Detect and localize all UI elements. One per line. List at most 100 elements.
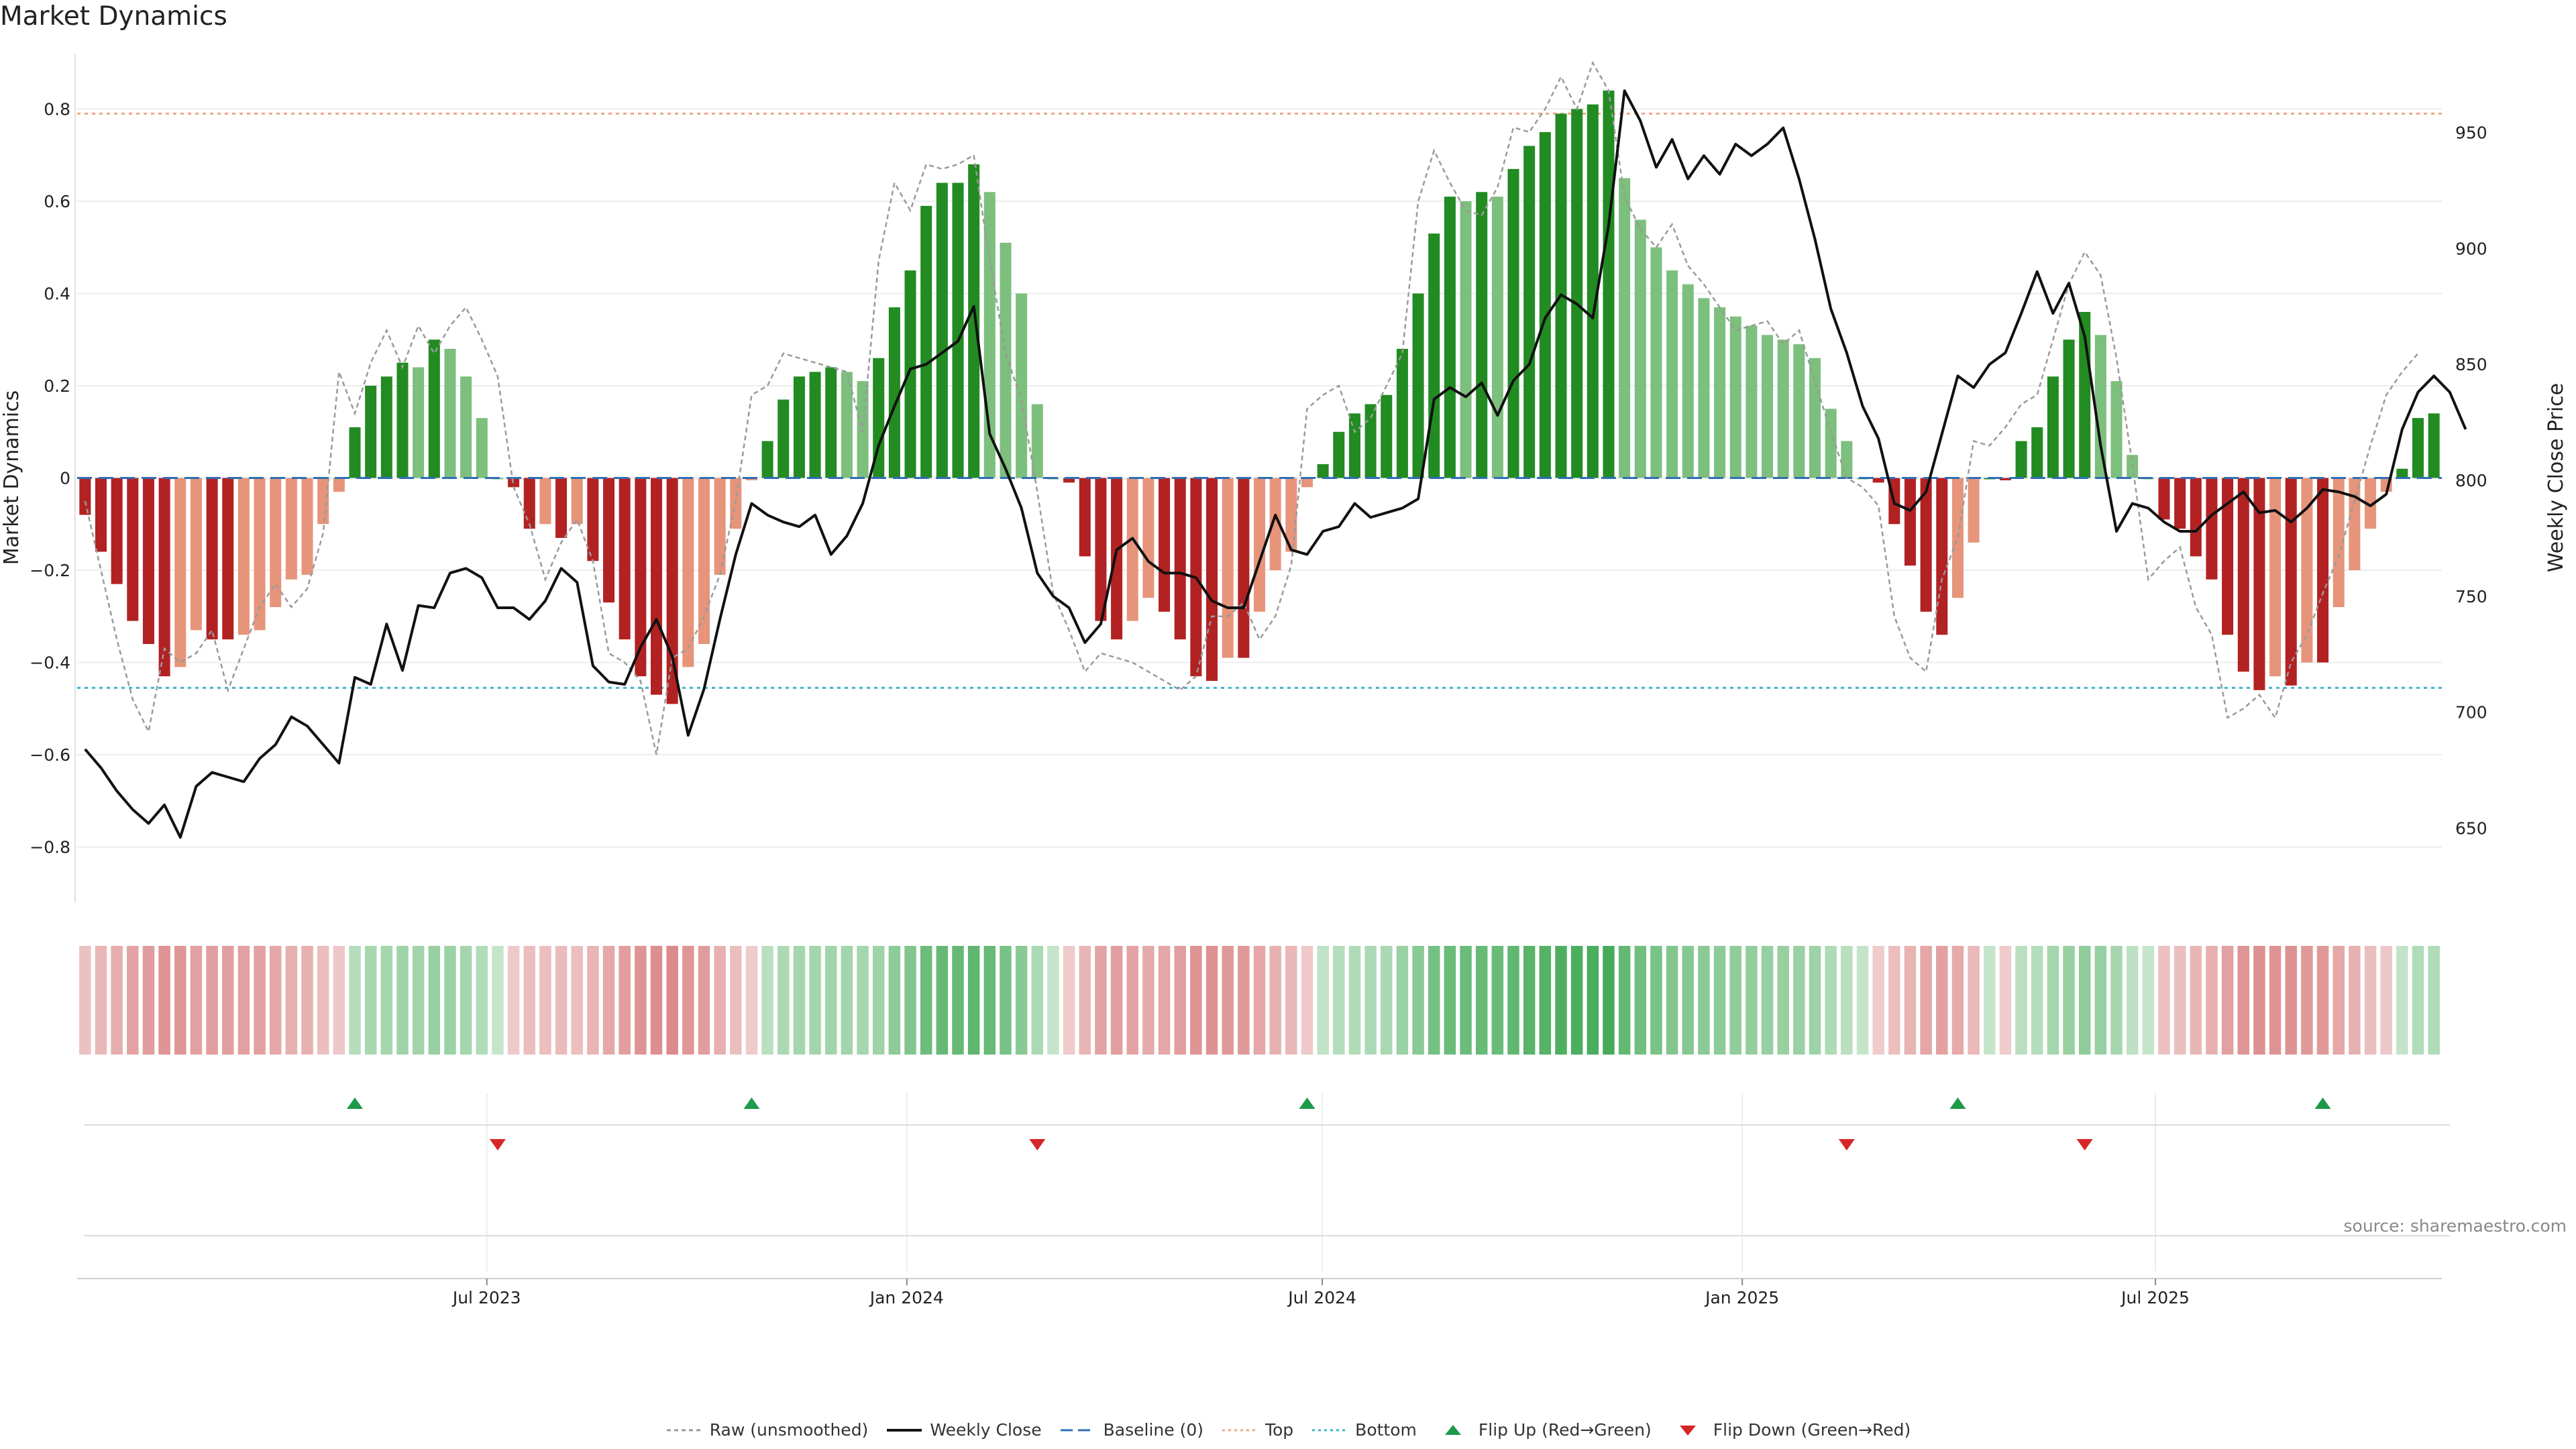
dynamics-bar — [1539, 131, 1551, 478]
dynamics-bar — [1159, 478, 1171, 612]
dynamics-bar — [1698, 298, 1710, 478]
dynamics-bar — [2253, 478, 2265, 690]
heat-cell — [2047, 946, 2059, 1055]
dynamics-bar — [1951, 478, 1964, 598]
heat-cell — [1793, 946, 1805, 1055]
dynamics-bar — [2396, 468, 2408, 478]
dynamics-bar — [1682, 284, 1694, 478]
y-left-tick-label: −0.4 — [30, 653, 70, 673]
dynamics-bar — [1285, 478, 1297, 552]
dynamics-bar — [2332, 478, 2345, 607]
heat-cell — [79, 946, 91, 1055]
dynamics-bar — [1206, 478, 1218, 681]
heat-cell — [666, 946, 678, 1055]
y-right-tick-label: 750 — [2455, 587, 2487, 606]
dynamics-bar — [1523, 146, 1536, 478]
heat-cell — [555, 946, 568, 1055]
dynamics-bar — [1428, 233, 1440, 478]
dynamics-bar — [1063, 478, 1075, 483]
heat-cell — [2301, 946, 2313, 1055]
heat-cell — [1920, 946, 1932, 1055]
heat-cell — [1968, 946, 1980, 1055]
heat-cell — [1856, 946, 1869, 1055]
dynamics-bar — [571, 478, 583, 525]
heat-cell — [857, 946, 869, 1055]
dynamics-bar — [428, 339, 440, 478]
dynamics-bar — [1396, 349, 1408, 478]
heat-cell — [2142, 946, 2155, 1055]
dynamics-bar — [2206, 478, 2218, 580]
y-left-tick-label: 0 — [60, 469, 70, 488]
dynamics-bar — [952, 182, 964, 478]
y-right-axis-label: Weekly Close Price — [2544, 383, 2568, 572]
heat-cell — [1205, 946, 1218, 1055]
dynamics-bar — [825, 367, 837, 478]
heat-cell — [1285, 946, 1297, 1055]
y-right-tick-label: 900 — [2455, 239, 2487, 258]
dynamics-bar — [127, 478, 139, 621]
dynamics-bar — [2222, 478, 2234, 635]
heat-cell — [745, 946, 758, 1055]
dynamics-bar — [2047, 376, 2059, 478]
heat-cell — [2158, 946, 2170, 1055]
dynamics-bar — [1714, 307, 1726, 478]
heat-cell — [2031, 946, 2043, 1055]
y-left-tick-label: −0.8 — [30, 838, 70, 857]
dynamics-bar — [1238, 478, 1250, 658]
heat-cell — [1587, 946, 1599, 1055]
heat-cell — [221, 946, 234, 1055]
dynamics-bar — [1746, 325, 1758, 478]
flip-down-marker — [2076, 1139, 2093, 1150]
dynamics-bar — [968, 164, 980, 478]
heat-cell — [1555, 946, 1567, 1055]
heat-cell — [2349, 946, 2361, 1055]
dynamics-bar — [2031, 427, 2043, 478]
heat-cell — [539, 946, 551, 1055]
heat-cell — [317, 946, 329, 1055]
y-left-tick-label: 0.6 — [44, 192, 70, 211]
dynamics-bar — [2412, 418, 2424, 478]
heat-cell — [824, 946, 837, 1055]
heat-cell — [730, 946, 742, 1055]
flip-down-marker — [1029, 1139, 1046, 1150]
heat-cell — [2253, 946, 2265, 1055]
heat-cell — [2316, 946, 2329, 1055]
dynamics-bar — [920, 205, 932, 478]
dynamics-bar — [206, 478, 218, 640]
heat-cell — [301, 946, 313, 1055]
dynamics-bar — [222, 478, 234, 640]
flip-up-marker — [1949, 1097, 1966, 1109]
heat-cell — [1031, 946, 1044, 1055]
dynamics-bar — [1142, 478, 1155, 598]
heat-cell — [1142, 946, 1155, 1055]
dynamics-bar — [1301, 478, 1313, 488]
dynamics-bar — [2349, 478, 2361, 570]
heat-cell — [2380, 946, 2392, 1055]
heat-cell — [777, 946, 790, 1055]
heat-cell — [364, 946, 377, 1055]
dynamics-bar — [2094, 335, 2106, 478]
heat-cell — [1507, 946, 1519, 1055]
legend-label: Baseline (0) — [1103, 1420, 1203, 1440]
dynamics-bar — [413, 367, 425, 478]
heat-cell — [967, 946, 980, 1055]
x-tick-label: Jul 2023 — [451, 1288, 521, 1307]
dynamics-bar — [237, 478, 250, 635]
dynamics-bar — [1904, 478, 1916, 566]
heat-cell — [1603, 946, 1615, 1055]
x-tick-label: Jul 2024 — [1287, 1288, 1356, 1307]
heat-cell — [111, 946, 123, 1055]
heat-cell — [1126, 946, 1138, 1055]
dynamics-bar — [2285, 478, 2297, 686]
heat-cell — [1396, 946, 1409, 1055]
heat-cell — [412, 946, 425, 1055]
heat-cell — [1872, 946, 1884, 1055]
dynamics-bar — [95, 478, 107, 552]
heat-cell — [2063, 946, 2075, 1055]
dynamics-bar — [1253, 478, 1266, 612]
heat-cell — [1729, 946, 1741, 1055]
y-right-tick-label: 850 — [2455, 355, 2487, 374]
legend-label: Flip Up (Red→Green) — [1478, 1420, 1652, 1440]
heat-cell — [619, 946, 631, 1055]
dynamics-bar — [285, 478, 297, 580]
